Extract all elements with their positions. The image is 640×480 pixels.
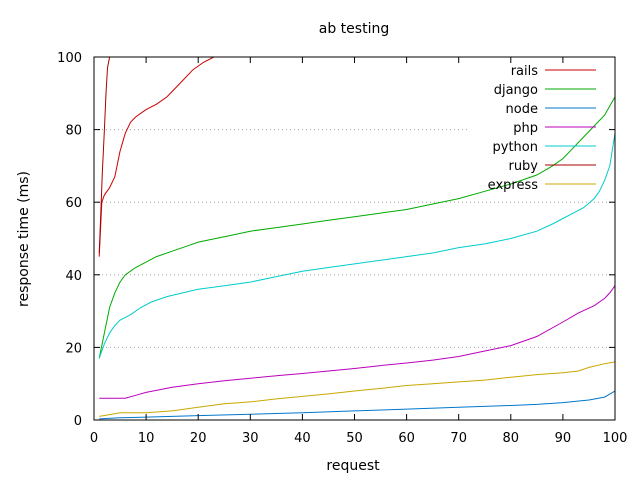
x-tick-label: 70: [450, 431, 467, 446]
x-tick-label: 60: [398, 431, 415, 446]
legend-label-node: node: [506, 102, 538, 117]
gridlines: [94, 129, 615, 348]
chart-title: ab testing: [319, 21, 389, 37]
series-line-node: [99, 390, 615, 420]
series-line-express: [99, 361, 615, 417]
y-tick-label: 80: [65, 124, 82, 139]
y-tick-label: 0: [74, 414, 82, 429]
x-tick-label: 40: [294, 431, 311, 446]
x-axis-label: request: [326, 458, 380, 474]
axes: [93, 56, 616, 421]
y-tick-label: 60: [65, 196, 82, 211]
legend-label-express: express: [488, 178, 539, 193]
x-tick-label: 0: [90, 431, 98, 446]
y-axis-label: response time (ms): [16, 171, 32, 307]
y-tick-label: 20: [65, 341, 82, 356]
x-tick-label: 90: [555, 431, 572, 446]
x-tick-label: 10: [138, 431, 155, 446]
tick-labels: 0 10 20 30 40 50 60 70 80 90 100 0 20 40 60 80 100: [57, 51, 627, 446]
legend-label-django: django: [494, 83, 538, 98]
legend-label-ruby: ruby: [508, 159, 538, 174]
y-tick-label: 40: [65, 269, 82, 284]
series-line-ruby: [98, 57, 111, 254]
legend-label-python: python: [493, 140, 538, 155]
x-tick-label: 50: [346, 431, 363, 446]
x-tick-label: 80: [503, 431, 520, 446]
legend-label-rails: rails: [511, 64, 539, 79]
series-line-rails: [98, 57, 215, 257]
legend: rails django node php python ruby express: [488, 64, 596, 193]
x-tick-label: 30: [242, 431, 259, 446]
series-line-python: [98, 133, 615, 359]
x-tick-label: 20: [190, 431, 207, 446]
x-tick-label: 100: [603, 431, 628, 446]
y-tick-label: 100: [57, 51, 82, 66]
series-line-php: [99, 285, 615, 399]
series-lines: [98, 57, 615, 420]
series-line-django: [98, 96, 615, 359]
legend-label-php: php: [513, 121, 538, 136]
